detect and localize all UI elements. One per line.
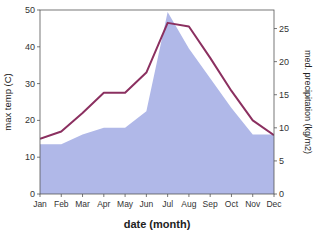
- y-tick: [37, 46, 40, 47]
- x-tick: [125, 194, 126, 197]
- x-tick-label: Sep: [203, 199, 218, 209]
- y-axis: 0 10 20 30 40 50: [25, 5, 40, 199]
- x-tick: [231, 194, 232, 197]
- temperature-line: [40, 23, 274, 139]
- x-axis-label: date (month): [124, 218, 191, 230]
- x-tick: [274, 194, 275, 197]
- x-tick: [252, 194, 253, 197]
- x-tick-label: Mar: [75, 199, 90, 209]
- y-tick: [37, 10, 40, 11]
- x-tick-label: Dec: [266, 199, 282, 209]
- x-tick-label: Jul: [162, 199, 173, 209]
- y2-tick-label: 15: [279, 90, 289, 100]
- x-tick: [61, 194, 62, 197]
- y2-tick-label: 10: [279, 123, 289, 133]
- y2-tick: [274, 194, 277, 195]
- plot-frame: [40, 10, 274, 194]
- x-tick: [40, 194, 41, 197]
- x-tick-label: Oct: [225, 199, 239, 209]
- y2-tick: [274, 94, 277, 95]
- x-tick-label: May: [117, 199, 134, 209]
- y-tick-label: 10: [25, 152, 35, 162]
- x-tick: [188, 194, 189, 197]
- x-tick: [82, 194, 83, 197]
- y-tick-label: 0: [30, 189, 35, 199]
- y-tick-label: 30: [25, 79, 35, 89]
- x-tick: [167, 194, 168, 197]
- y2-tick-label: 20: [279, 57, 289, 67]
- y2-tick-label: 5: [279, 156, 284, 166]
- y2-tick: [274, 61, 277, 62]
- y2-tick: [274, 127, 277, 128]
- x-tick: [146, 194, 147, 197]
- x-tick-label: Nov: [245, 199, 261, 209]
- plot-area: [40, 12, 274, 194]
- y-tick-label: 20: [25, 115, 35, 125]
- x-tick: [103, 194, 104, 197]
- chart: 010203040500510152025JanFebMarAprMayJunJ…: [0, 0, 318, 247]
- x-tick-label: Feb: [54, 199, 69, 209]
- y2-tick: [274, 160, 277, 161]
- y-tick: [37, 83, 40, 84]
- x-tick: [210, 194, 211, 197]
- x-tick-label: Apr: [97, 199, 110, 209]
- precipitation-area: [40, 12, 274, 194]
- y2-axis-label: med. precipitation (kg/m2): [303, 50, 313, 154]
- x-axis: Jan Feb Mar Apr May Jun Jul Aug Sep Oct Nov Dec: [33, 194, 282, 209]
- y2-tick: [274, 28, 277, 29]
- y-tick-label: 40: [25, 42, 35, 52]
- y-tick: [37, 120, 40, 121]
- x-tick-label: Jun: [140, 199, 154, 209]
- y-tick: [37, 157, 40, 158]
- y-tick-label: 50: [25, 5, 35, 15]
- y2-tick-label: 25: [279, 24, 289, 34]
- y-tick: [37, 194, 40, 195]
- y2-axis: 0 5 10 15 20 25: [274, 24, 289, 199]
- y2-tick-label: 0: [279, 189, 284, 199]
- y-axis-label: max temp (C): [2, 73, 13, 131]
- x-tick-label: Jan: [33, 199, 47, 209]
- x-tick-label: Aug: [181, 199, 196, 209]
